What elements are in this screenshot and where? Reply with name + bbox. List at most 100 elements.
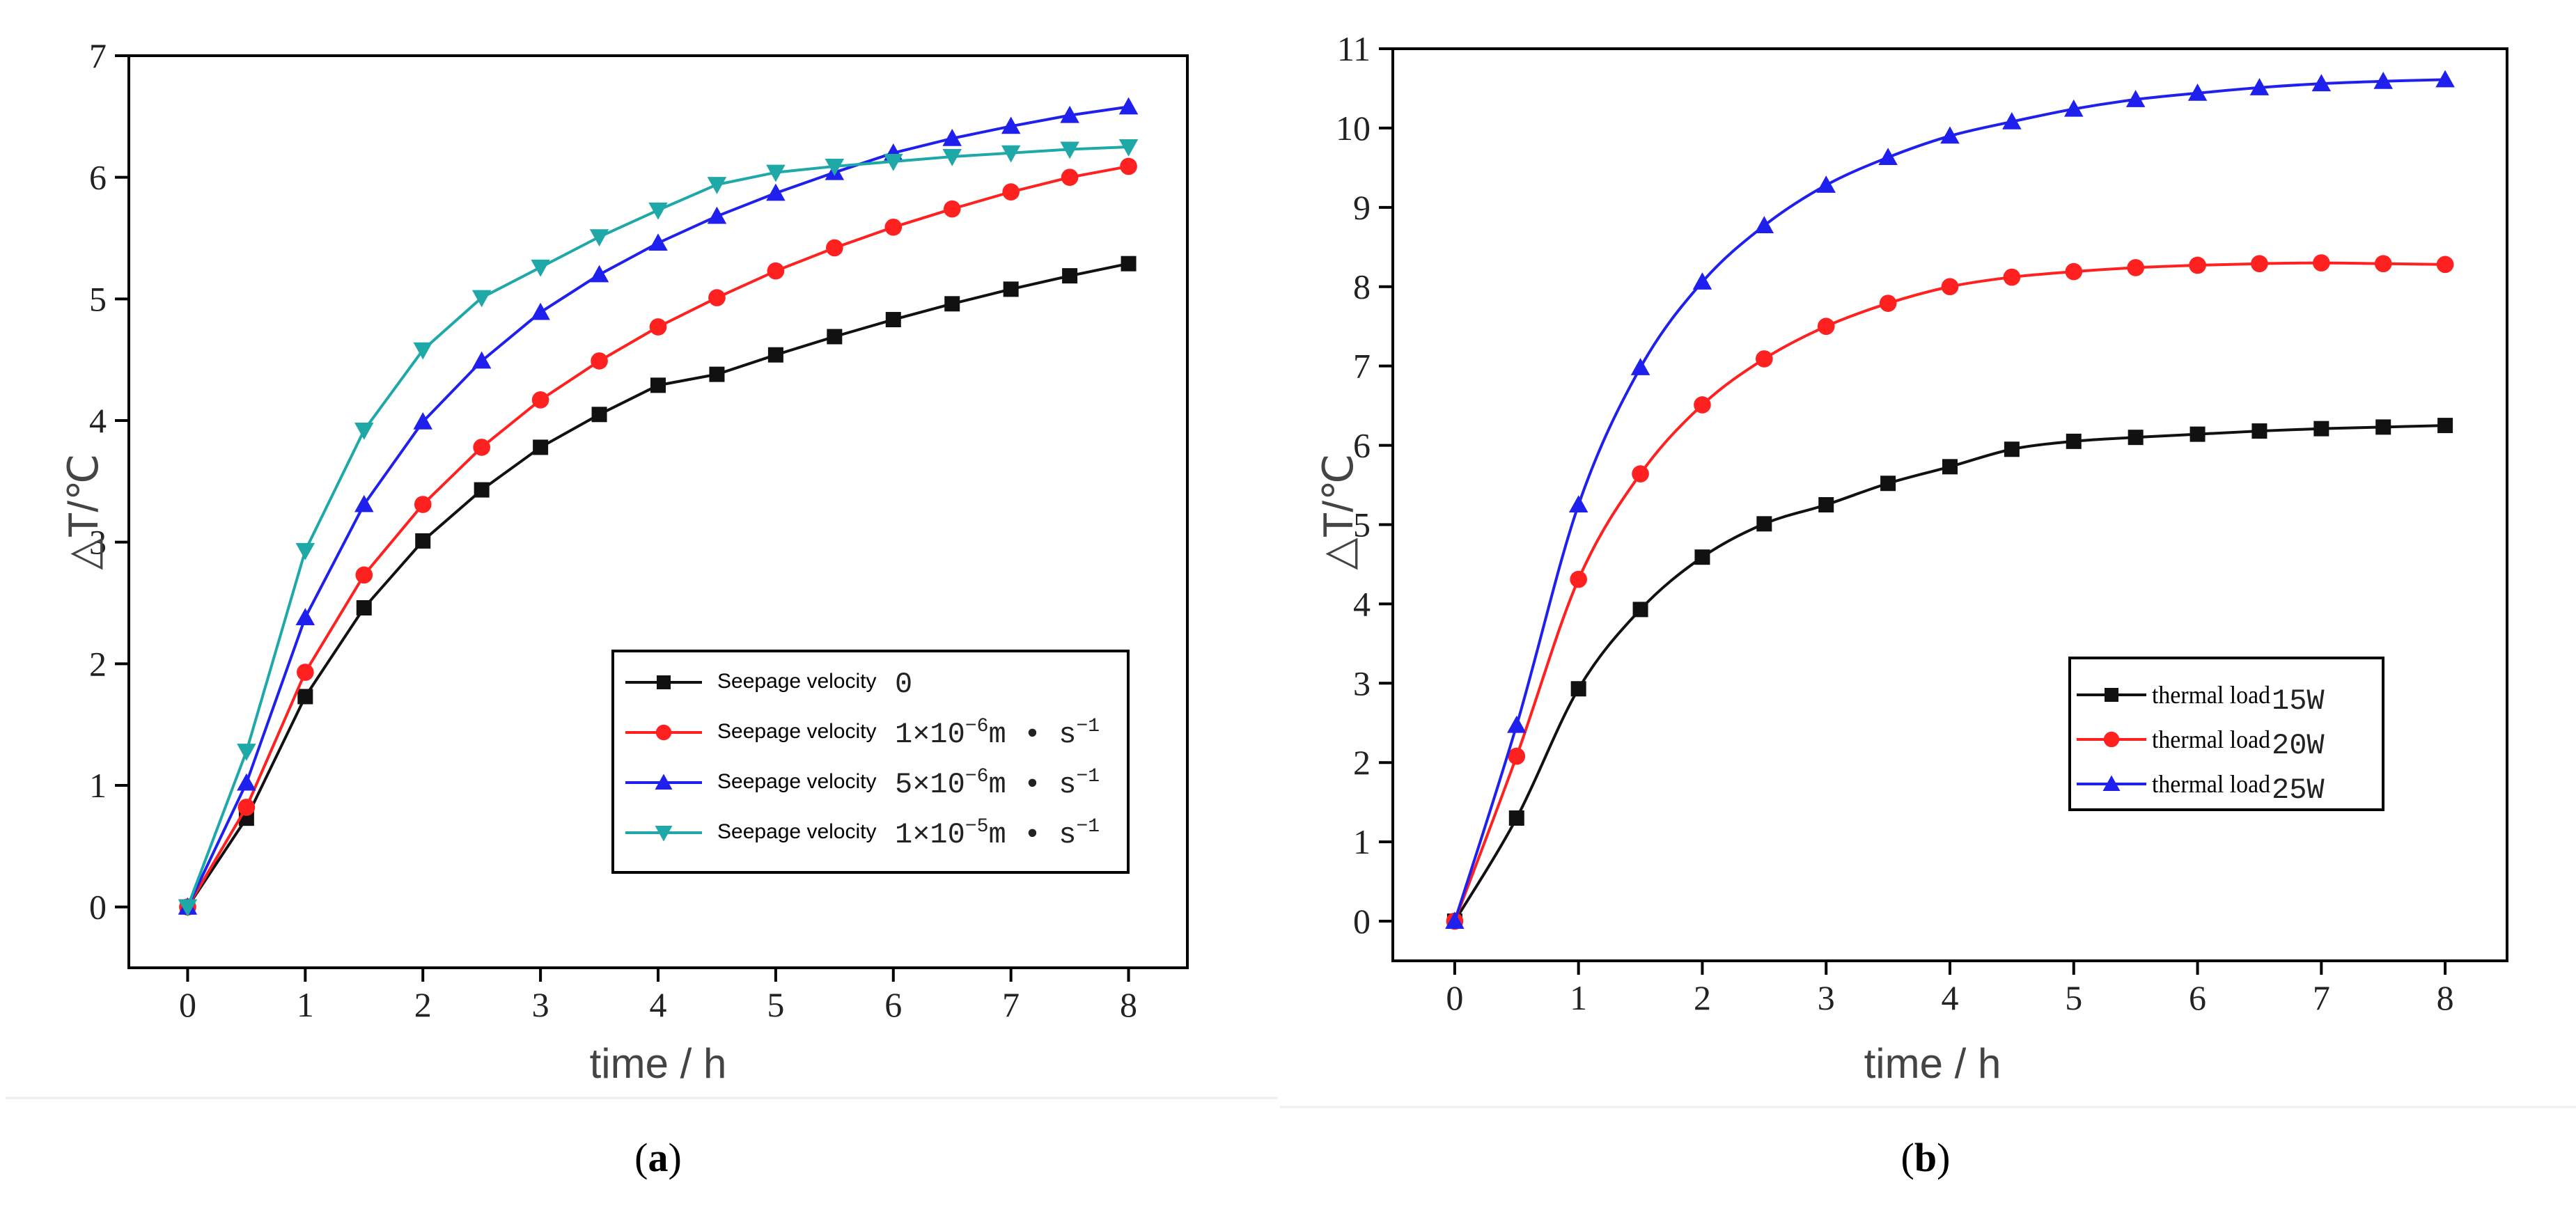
panel-a-data-point-series-1	[297, 689, 313, 705]
panel-b-x-tick-label: 4	[1942, 978, 1959, 1017]
panel-b-data-point-series-3	[2002, 112, 2022, 130]
panel-a-data-point-series-2	[1061, 168, 1079, 186]
panel-a-data-point-series-2	[237, 799, 256, 816]
panel-a-ticks: 0 1 2 3 4 5 6 7 8 0 1 2 3 4 5 6 7	[89, 36, 1137, 1024]
panel-a-data-point-series-4	[531, 259, 550, 277]
panel-a-data-point-series-4	[648, 202, 668, 220]
panel-b-data-point-series-3	[1940, 126, 1960, 144]
panel-b-data-point-series-2	[2313, 254, 2330, 272]
panel-a-data-point-series-4	[1060, 141, 1079, 159]
panel-a-legend-value-4: 1×10−5m • s−1	[895, 816, 1100, 852]
panel-b-x-tick-label: 2	[1694, 978, 1711, 1017]
panel-a-legend-marker-2	[655, 724, 672, 741]
panel-a-data-point-series-1	[767, 347, 783, 363]
panel-a-data-point-series-4	[942, 148, 962, 166]
panel-a-data-point-series-3	[237, 773, 256, 791]
panel-b-data-point-series-1	[2128, 430, 2144, 446]
panel-b-data-point-series-1	[1880, 476, 1896, 492]
panel-a-data-point-series-3	[471, 351, 492, 369]
panel-b-x-tick-label: 1	[1570, 978, 1587, 1017]
panel-b-data-point-series-1	[1570, 681, 1586, 697]
panel-a-x-tick-label: 6	[884, 985, 902, 1024]
panel-a-caption-letter: a	[648, 1135, 669, 1180]
panel-b-x-tick-label: 7	[2313, 978, 2330, 1017]
panel-b-data-point-series-3	[2064, 99, 2084, 117]
panel-b-caption-letter: b	[1914, 1135, 1937, 1180]
panel-a-series-layer	[178, 97, 1139, 917]
panel-a-data-point-series-4	[178, 899, 198, 917]
panel-a-y-tick-label: 6	[89, 158, 107, 197]
panel-a-data-point-series-3	[589, 265, 609, 283]
panel-b-data-point-series-3	[2187, 84, 2208, 101]
panel-a-data-point-series-2	[591, 352, 608, 370]
panel-b-data-point-series-3	[1692, 272, 1712, 290]
panel-a-data-point-series-3	[295, 608, 315, 625]
panel-b-legend-label-1: thermal load	[2152, 681, 2270, 709]
panel-b-y-tick-label: 1	[1353, 822, 1371, 861]
panel-a-data-point-series-3	[1118, 97, 1139, 115]
chart-panel-b: 0 1 2 3 4 5 6 7 8 0 1 2 3 4 5 6 7 8 9 10 11 △T/℃ time / h th…	[1315, 29, 2508, 1180]
panel-a-x-tick-label: 3	[532, 985, 549, 1024]
panel-a-x-tick-label: 0	[179, 985, 196, 1024]
panel-a-x-axis-label: time / h	[590, 1040, 727, 1087]
panel-a-data-point-series-4	[1001, 145, 1021, 163]
panel-a-data-point-series-2	[1002, 183, 1020, 201]
panel-a-y-tick-label: 1	[89, 766, 107, 805]
panel-a-y-tick-label: 3	[89, 523, 107, 562]
panel-b-data-point-series-2	[2127, 259, 2144, 276]
panel-a-data-point-series-1	[944, 296, 960, 312]
panel-b-data-point-series-2	[2003, 268, 2021, 286]
panel-a-data-point-series-4	[589, 229, 609, 247]
panel-a-data-point-series-4	[884, 153, 903, 171]
panel-b-y-tick-label: 6	[1353, 426, 1371, 465]
panel-b-data-point-series-1	[1632, 602, 1648, 618]
panel-a-legend-marker-4	[655, 826, 673, 842]
panel-a-data-point-series-2	[884, 218, 903, 236]
panel-a-data-point-series-3	[1060, 105, 1079, 123]
panel-a-data-point-series-4	[354, 422, 374, 440]
panel-a-data-point-series-4	[295, 542, 315, 560]
panel-b-y-tick-label: 11	[1337, 29, 1371, 68]
panel-a-legend-label-3: Seepage velocity	[717, 770, 877, 793]
panel-a-x-tick-label: 5	[767, 985, 784, 1024]
panel-b-legend-value-3: 25W	[2272, 774, 2325, 807]
panel-a-data-point-series-1	[356, 599, 372, 615]
panel-b-data-point-series-3	[1754, 216, 1774, 234]
panel-b-data-point-series-3	[2373, 71, 2393, 89]
panel-b-y-tick-label: 10	[1336, 109, 1371, 148]
panel-b-data-point-series-3	[2249, 78, 2270, 95]
panel-a-data-point-series-3	[1001, 116, 1021, 134]
panel-b-plot-frame	[1391, 47, 2508, 962]
panel-b-data-point-series-1	[2251, 423, 2267, 439]
panel-b-data-point-series-1	[2437, 418, 2453, 434]
panel-b-data-point-series-3	[1630, 358, 1650, 375]
panel-b-legend-value-2: 20W	[2272, 729, 2325, 762]
panel-a-data-point-series-4	[707, 177, 727, 194]
panel-b-data-point-series-3	[2311, 74, 2332, 92]
panel-a-y-axis-label: △T/℃	[60, 454, 107, 570]
panel-a-data-point-series-1	[650, 377, 666, 393]
panel-b-data-point-series-3	[1507, 715, 1527, 733]
panel-a-data-point-series-3	[354, 494, 374, 512]
panel-b-data-point-series-1	[1818, 497, 1834, 512]
panel-b-legend-marker-3	[2102, 775, 2121, 791]
panel-a-data-point-series-1	[415, 533, 431, 549]
panel-a-data-point-series-4	[1118, 139, 1139, 157]
panel-a-legend-label-4: Seepage velocity	[717, 820, 877, 843]
panel-b-data-point-series-2	[1632, 465, 1649, 483]
panel-a-data-point-series-2	[414, 496, 432, 513]
panel-b-data-point-series-3	[1816, 175, 1836, 193]
panel-b-data-point-series-1	[2189, 426, 2206, 442]
panel-a-x-tick-label: 7	[1002, 985, 1020, 1024]
panel-b-y-tick-label: 9	[1353, 188, 1371, 227]
panel-b-x-tick-label: 6	[2189, 978, 2206, 1017]
panel-b-data-point-series-1	[1694, 549, 1710, 565]
panel-a-caption: (a)	[634, 1135, 682, 1180]
panel-a-data-point-series-2	[297, 664, 314, 681]
panel-a-x-tick-label: 1	[297, 985, 314, 1024]
panel-b-x-tick-label: 8	[2437, 978, 2454, 1017]
panel-a-data-point-series-2	[649, 318, 667, 336]
panel-a-data-point-series-2	[708, 289, 726, 306]
panel-b-y-tick-label: 7	[1353, 347, 1371, 386]
panel-a-data-point-series-1	[885, 312, 901, 328]
